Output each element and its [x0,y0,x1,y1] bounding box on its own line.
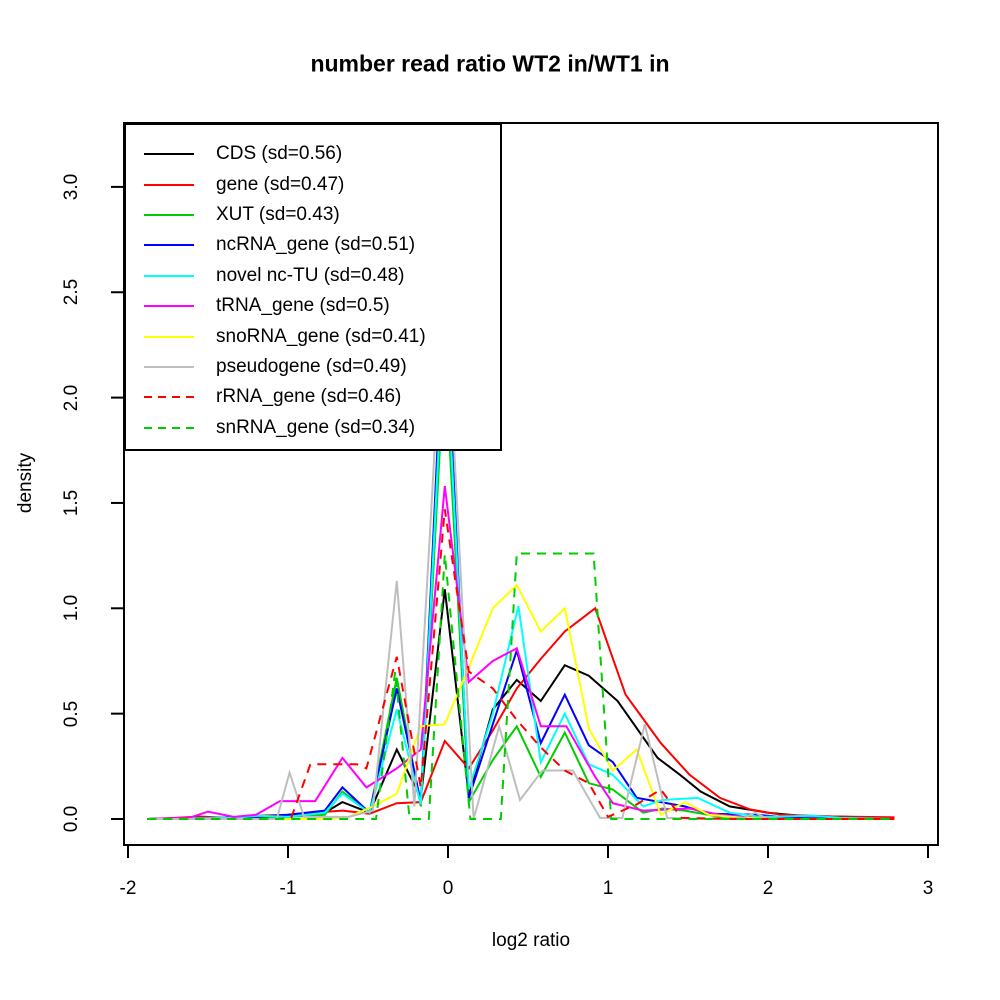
legend-line-swatch [144,153,194,156]
legend-line-swatch [144,335,194,338]
legend-label: pseudogene (sd=0.49) [216,356,407,378]
legend-line-swatch [144,183,194,186]
series-line-rRNA-gene [147,509,895,820]
y-tick-label-2.0: 2.0 [61,384,82,411]
legend-line-swatch [144,274,194,277]
legend-row-pseudogene: pseudogene (sd=0.49) [126,352,500,382]
legend-line-swatch [144,305,194,308]
series-line-snoRNA-gene [147,583,895,820]
y-tick-label-0.0: 0.0 [61,805,82,833]
legend-row-XUT: XUT (sd=0.43) [126,200,500,230]
legend-label: CDS (sd=0.56) [216,143,343,165]
y-tick-label-0.5: 0.5 [61,700,82,727]
y-tick-label-1.0: 1.0 [61,595,82,622]
x-tick-label--2: -2 [119,878,137,899]
y-tick-label-2.5: 2.5 [61,279,82,306]
legend-label: gene (sd=0.47) [216,173,345,195]
legend: CDS (sd=0.56) gene (sd=0.47) XUT (sd=0.43)… [124,123,502,451]
y-axis-label: density [15,452,36,514]
legend-row-novel-nc-TU: novel nc-TU (sd=0.48) [126,261,500,291]
series-group [147,271,895,821]
legend-row-rRNA-gene: rRNA_gene (sd=0.46) [126,382,500,412]
legend-label: snRNA_gene (sd=0.34) [216,416,416,438]
legend-label: rRNA_gene (sd=0.46) [216,386,402,408]
legend-row-snoRNA-gene: snoRNA_gene (sd=0.41) [126,321,500,351]
y-tick-label-1.5: 1.5 [61,489,82,517]
legend-label: XUT (sd=0.43) [216,204,340,226]
plot-box [123,122,939,846]
legend-line-swatch [144,426,194,429]
legend-row-tRNA-gene: tRNA_gene (sd=0.5) [126,291,500,321]
legend-label: snoRNA_gene (sd=0.41) [216,325,426,347]
y-tick-label-3.0: 3.0 [61,173,82,201]
legend-row-gene: gene (sd=0.47) [126,169,500,199]
x-tick-label-1: 1 [602,878,614,899]
legend-line-swatch [144,244,194,247]
legend-line-swatch [144,214,194,217]
legend-row-ncRNA-gene: ncRNA_gene (sd=0.51) [126,230,500,260]
x-tick-label-3: 3 [922,878,934,899]
series-line-snRNA-gene [147,552,895,820]
legend-label: ncRNA_gene (sd=0.51) [216,234,416,256]
x-tick-label-0: 0 [442,878,454,899]
legend-row-CDS: CDS (sd=0.56) [126,139,500,169]
legend-label: novel nc-TU (sd=0.48) [216,264,405,286]
legend-line-swatch [144,396,194,399]
series-line-gene [147,606,895,820]
chart-title: number read ratio WT2 in/WT1 in [310,50,670,77]
series-line-tRNA-gene [147,485,895,820]
legend-line-swatch [144,366,194,369]
x-axis-label: log2 ratio [491,930,571,951]
legend-row-snRNA-gene: snRNA_gene (sd=0.34) [126,413,500,443]
series-line-novel-nc-TU [147,323,895,820]
legend-label: tRNA_gene (sd=0.5) [216,295,390,317]
x-tick-label-2: 2 [762,878,774,899]
x-tick-label--1: -1 [279,878,297,899]
